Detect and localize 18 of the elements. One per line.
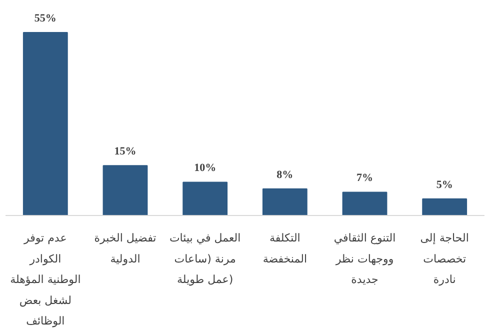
data-label: 8%: [276, 168, 294, 181]
bar: [262, 188, 308, 216]
x-tick-label: عدم توفر الكوادر الوطنية المؤهلة لشغل بعض الوظائف: [10, 232, 81, 328]
bar: [102, 165, 148, 216]
bar: [342, 192, 388, 216]
data-label: 10%: [194, 162, 216, 174]
bar: [422, 198, 468, 216]
x-tick-label: التكلفة المنخفضة: [262, 232, 308, 266]
data-label: 5%: [436, 178, 453, 191]
bar: [182, 182, 228, 216]
x-tick-label: التنوع الثقافي ووجهات نظر جديدة: [334, 232, 396, 286]
data-label: 55%: [34, 12, 56, 24]
data-label: 7%: [356, 172, 373, 184]
bar: [22, 32, 68, 216]
x-tick-label: الحاجة إلى تخصصات نادرة: [420, 232, 469, 286]
data-label: 15%: [114, 146, 136, 158]
x-tick-label: تفضيل الخبرة الدولية: [94, 232, 156, 266]
x-tick-label: العمل في بيئات مرنة (ساعات عمل طويلة): [169, 232, 241, 286]
